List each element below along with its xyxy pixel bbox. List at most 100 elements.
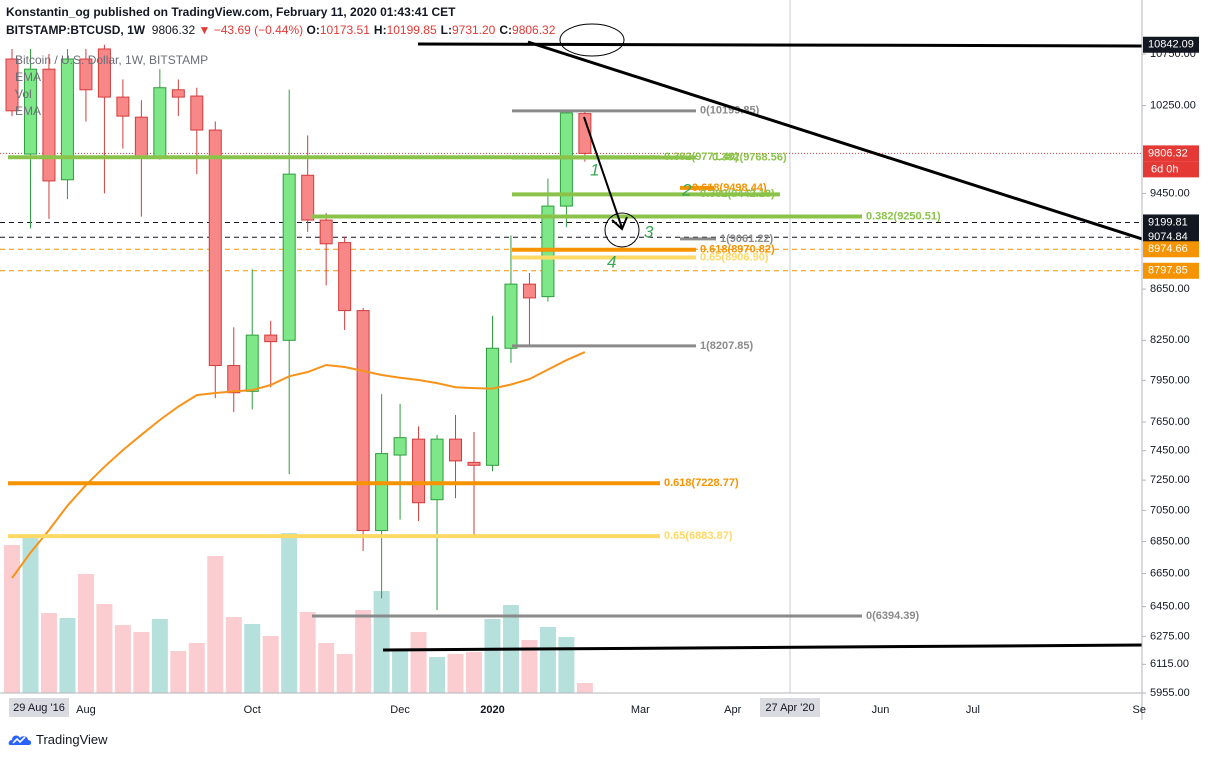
ohlc-label: O: bbox=[306, 23, 320, 37]
volume-bar bbox=[558, 637, 575, 693]
candle-body bbox=[319, 219, 333, 245]
y-tick-label: 6115.00 bbox=[1150, 658, 1189, 670]
candle-body bbox=[5, 58, 19, 112]
candle-body bbox=[430, 438, 444, 501]
price-label-box bbox=[1143, 36, 1199, 53]
candle-body bbox=[227, 365, 241, 394]
volume-bar bbox=[392, 651, 409, 693]
x-tick-label: 2020 bbox=[480, 704, 504, 716]
y-axis: 10750.0010250.009450.008650.008250.00795… bbox=[1142, 36, 1199, 699]
volume-bar bbox=[59, 618, 76, 693]
x-tick-label: Aug bbox=[76, 704, 96, 716]
fib-label: 0.382(9442.18) bbox=[700, 188, 775, 200]
volume-bar bbox=[466, 652, 482, 693]
y-tick-label: 10250.00 bbox=[1150, 99, 1196, 111]
change-arrow: ▼ bbox=[198, 23, 211, 37]
price-label-box bbox=[1143, 262, 1199, 279]
candle-body bbox=[264, 334, 278, 343]
candle-body bbox=[412, 438, 426, 504]
candle-body bbox=[522, 283, 536, 299]
candle-body bbox=[578, 113, 592, 154]
fib-label: 0(10199.85) bbox=[700, 105, 760, 117]
legend-entry: Vol bbox=[15, 87, 32, 101]
ohlc-label: C: bbox=[499, 23, 513, 37]
legend-entry: EMA bbox=[15, 70, 42, 84]
volume-bar bbox=[96, 604, 113, 693]
x-tick-label: Jul bbox=[966, 704, 980, 716]
candle-body bbox=[79, 58, 93, 91]
x-tick-label: Oct bbox=[244, 704, 261, 716]
x-tick-label: Mar bbox=[631, 704, 650, 716]
change: −43.69 (−0.44%) bbox=[213, 23, 304, 37]
range-label: 29 Aug '16 bbox=[13, 702, 65, 714]
volume-bar bbox=[225, 617, 242, 693]
header: Konstantin_og published on TradingView.c… bbox=[6, 3, 559, 39]
volume-bar bbox=[40, 613, 57, 693]
fib-label: 1(9061.22) bbox=[720, 233, 774, 245]
ohlc-label: L: bbox=[440, 23, 452, 37]
price-label: 9199.81 bbox=[1148, 216, 1188, 228]
volume-bar bbox=[299, 612, 316, 693]
ema-layer bbox=[11, 351, 586, 579]
ema-line bbox=[11, 351, 586, 579]
x-tick-label: Jun bbox=[872, 704, 890, 716]
circle bbox=[604, 212, 640, 248]
fib-label: 0.382(9771.40) bbox=[664, 151, 739, 163]
y-tick-label: 6450.00 bbox=[1150, 601, 1190, 613]
publish-line: Konstantin_og published on TradingView.c… bbox=[6, 5, 456, 19]
volume-bar bbox=[114, 625, 131, 693]
symbol: BITSTAMP:BTCUSD, 1W bbox=[6, 23, 146, 37]
candle-body bbox=[485, 347, 499, 466]
volume-bar bbox=[188, 643, 205, 693]
ohlc-value: 9806.32 bbox=[512, 23, 556, 37]
candle-body bbox=[190, 95, 204, 131]
volume-bar bbox=[576, 683, 593, 693]
fib-label: 0(6394.39) bbox=[866, 610, 920, 622]
trend-line bbox=[527, 40, 1142, 241]
price-label: 8974.66 bbox=[1148, 243, 1188, 255]
candle-body bbox=[393, 437, 407, 456]
candle-body bbox=[60, 58, 74, 181]
y-tick-label: 8250.00 bbox=[1150, 334, 1190, 346]
x-tick-label: Se bbox=[1133, 704, 1146, 716]
legend: Bitcoin / U.S. Dollar, 1W, BITSTAMP EMA Vo… bbox=[15, 52, 208, 120]
candle-body bbox=[449, 438, 463, 462]
y-tick-label: 6650.00 bbox=[1150, 567, 1190, 579]
candle-body bbox=[134, 116, 148, 160]
brand: TradingView bbox=[36, 731, 108, 747]
volume-bar bbox=[262, 636, 279, 693]
price-label: 9074.84 bbox=[1148, 231, 1188, 243]
candle-body bbox=[301, 174, 315, 221]
ohlc-value: 10199.85 bbox=[386, 23, 437, 37]
fib-label: 0.65(6883.87) bbox=[664, 530, 733, 542]
y-tick-label: 7950.00 bbox=[1150, 374, 1190, 386]
candle-body bbox=[97, 48, 111, 98]
volume-bar bbox=[484, 619, 501, 693]
volume-bar bbox=[318, 643, 335, 693]
x-tick-label: Dec bbox=[390, 704, 410, 716]
legend-entry: Bitcoin / U.S. Dollar, 1W, BITSTAMP bbox=[15, 53, 209, 67]
price-label-box bbox=[1143, 241, 1199, 258]
last-price: 9806.32 bbox=[151, 23, 196, 37]
ohlc-value: 9731.20 bbox=[451, 23, 496, 37]
candle-body bbox=[171, 89, 185, 98]
countdown-box bbox=[1143, 161, 1199, 178]
volume-bar bbox=[539, 627, 556, 693]
volume-bar bbox=[4, 545, 20, 693]
fib-levels: 0(10199.85) 0.382(9771.40)0.382(9768.56) 0… bbox=[8, 105, 941, 622]
candle-body bbox=[338, 242, 352, 312]
footer: TradingView bbox=[8, 731, 108, 747]
candle-body bbox=[245, 334, 259, 392]
price-label-box bbox=[1143, 214, 1199, 231]
volume-bar bbox=[207, 556, 224, 693]
volume-bar bbox=[244, 624, 261, 693]
fib-label: 1(8207.85) bbox=[700, 340, 754, 352]
price-label: 10842.09 bbox=[1148, 39, 1194, 51]
volume-bar bbox=[133, 632, 150, 693]
candles bbox=[5, 44, 592, 610]
y-tick-label: 6850.00 bbox=[1150, 535, 1190, 547]
candle-body bbox=[467, 461, 481, 466]
ohlc-value: 10173.51 bbox=[319, 23, 370, 37]
